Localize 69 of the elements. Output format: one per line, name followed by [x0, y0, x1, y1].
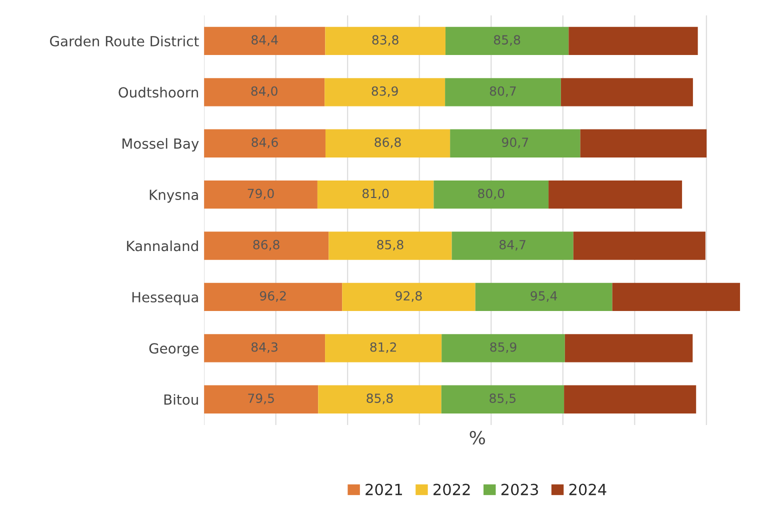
data-label: 80,0: [478, 188, 504, 200]
bar: [324, 78, 446, 106]
bar: [548, 180, 682, 209]
bar: [573, 232, 706, 260]
bar: [445, 26, 569, 56]
data-label: 83,9: [372, 86, 398, 98]
bar: [204, 180, 318, 209]
legend-label: 2022: [434, 484, 470, 496]
y-tick-label: Knysna: [150, 190, 198, 203]
bar: [434, 180, 549, 209]
bar: [342, 282, 476, 312]
bar: [580, 129, 707, 158]
data-label: 81,0: [362, 188, 389, 200]
bar: [325, 129, 450, 158]
bar: [452, 232, 574, 260]
data-label: 83,8: [372, 35, 398, 46]
y-tick-label: Mossel Bay: [122, 138, 199, 152]
data-label: 85,8: [377, 240, 404, 251]
bar: [204, 232, 329, 260]
bar: [450, 129, 580, 158]
bar: [317, 180, 434, 209]
data-label: 84,4: [252, 35, 278, 46]
y-tick-label: Garden Route District: [50, 36, 199, 46]
bar: [445, 78, 561, 106]
bar: [612, 282, 740, 312]
bar: [328, 232, 452, 260]
data-label: 80,7: [490, 86, 516, 98]
bar: [204, 282, 342, 312]
data-label: 85,8: [366, 394, 393, 404]
data-label: 86,8: [374, 138, 401, 148]
data-label: 96,2: [260, 291, 286, 302]
data-label: 85,9: [490, 342, 516, 354]
bar: [325, 26, 446, 56]
bar: [318, 385, 442, 414]
y-tick-label: Kannaland: [127, 240, 198, 252]
bar: [204, 129, 326, 158]
bar: [204, 385, 318, 414]
data-label: 79,5: [248, 394, 274, 404]
data-label: 84,3: [251, 342, 278, 354]
bar: [325, 334, 442, 362]
y-tick-label: George: [149, 343, 198, 356]
y-tick-label: Oudtshoorn: [118, 86, 198, 98]
bar: [441, 385, 564, 414]
data-label: 81,2: [370, 342, 396, 354]
x-axis-title: %: [470, 430, 485, 444]
data-label: 85,5: [490, 394, 516, 404]
data-label: 84,6: [252, 138, 278, 148]
bar: [475, 282, 612, 312]
bar: [568, 26, 698, 56]
data-label: 95,4: [530, 291, 558, 302]
bar: [560, 78, 693, 106]
bar: [204, 334, 326, 362]
bar: [204, 26, 326, 56]
y-tick-label: Bitou: [164, 394, 198, 405]
y-tick-label: Hessequa: [132, 292, 198, 306]
bar: [442, 334, 565, 362]
data-label: 85,8: [494, 35, 520, 46]
data-label: 84,7: [500, 240, 526, 251]
data-label: 86,8: [253, 240, 280, 251]
data-label: 84,0: [251, 86, 278, 98]
legend-label: 2024: [569, 484, 606, 496]
data-label: 79,0: [248, 188, 274, 200]
data-label: 92,8: [396, 291, 422, 302]
bar: [564, 385, 696, 414]
bar: [564, 334, 693, 362]
legend-label: 2023: [501, 484, 538, 496]
data-label: 90,7: [502, 138, 528, 148]
legend-label: 2021: [366, 484, 402, 496]
bar: [204, 78, 325, 106]
